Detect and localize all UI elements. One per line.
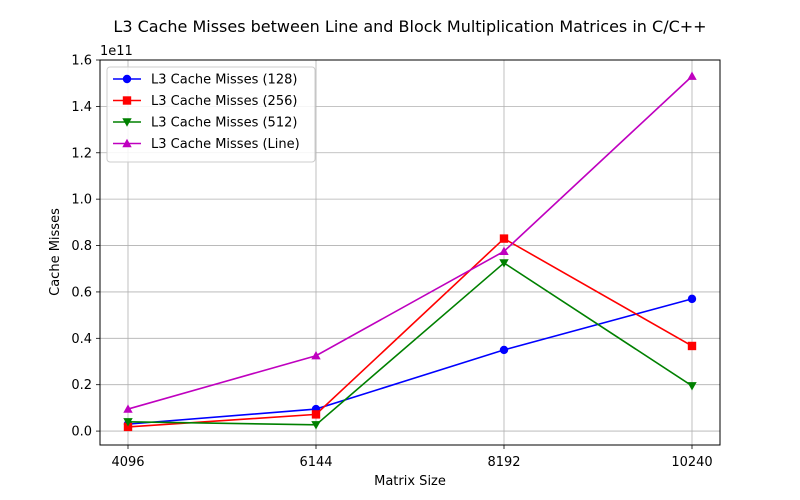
data-point [499,234,509,243]
y-tick-label: 0.0 [71,425,92,440]
legend-item: L3 Cache Misses (Line) [113,137,300,152]
y-scale-label: 1e11 [100,44,133,59]
data-point [499,259,509,268]
series-1 [123,294,697,429]
legend-marker [122,138,132,148]
data-point [123,418,133,427]
x-tick-label: 6144 [299,455,332,470]
legend: L3 Cache Misses (128) L3 Cache Misses (25… [106,66,316,163]
plot-area-frame [99,59,721,446]
series-line [127,298,693,425]
y-tick-label: 1.0 [71,193,92,208]
y-tick-label: 1.6 [71,54,92,69]
y-tick-label: 0.8 [71,239,92,254]
data-point [123,422,133,432]
legend-marker [122,118,132,127]
series-2 [123,234,697,432]
legend-label: L3 Cache Misses (128) [151,73,297,88]
data-point [311,351,321,360]
y-axis: 0.0 0.2 0.4 0.6 0.8 1.0 1.2 1.4 1.6 [71,54,100,440]
series-4 [123,71,697,413]
legend-marker [122,74,132,84]
data-point [311,421,321,430]
legend-item: L3 Cache Misses (256) [113,94,297,109]
y-tick-label: 0.2 [71,378,92,393]
legend-marker [122,96,132,105]
data-point [687,382,697,391]
chart-title: L3 Cache Misses between Line and Block M… [113,17,706,36]
legend-item: L3 Cache Misses (512) [113,116,297,131]
y-tick-label: 0.6 [71,285,92,300]
legend-label: L3 Cache Misses (Line) [151,137,300,152]
data-point [687,341,697,351]
series-lines [123,71,697,432]
y-tick-label: 1.4 [71,100,92,115]
legend-label: L3 Cache Misses (512) [151,116,297,131]
series-line [127,261,693,426]
data-point [687,71,697,80]
data-point [123,404,133,413]
x-axis: 4096 6144 8192 10240 [111,445,713,470]
series-3 [123,259,697,430]
data-point [311,410,321,419]
data-point [687,294,697,304]
data-point [499,246,509,256]
series-line [127,75,693,410]
series-line [127,237,693,428]
legend-label: L3 Cache Misses (256) [151,94,297,109]
x-tick-label: 10240 [671,455,712,470]
y-axis-label: Cache Misses [48,208,63,296]
x-tick-label: 8192 [487,455,520,470]
x-tick-label: 4096 [111,455,144,470]
y-tick-label: 0.4 [71,332,92,347]
x-axis-label: Matrix Size [374,474,446,489]
y-tick-label: 1.2 [71,146,92,161]
legend-frame [106,66,316,163]
data-point [499,345,509,355]
legend-item: L3 Cache Misses (128) [113,73,297,88]
